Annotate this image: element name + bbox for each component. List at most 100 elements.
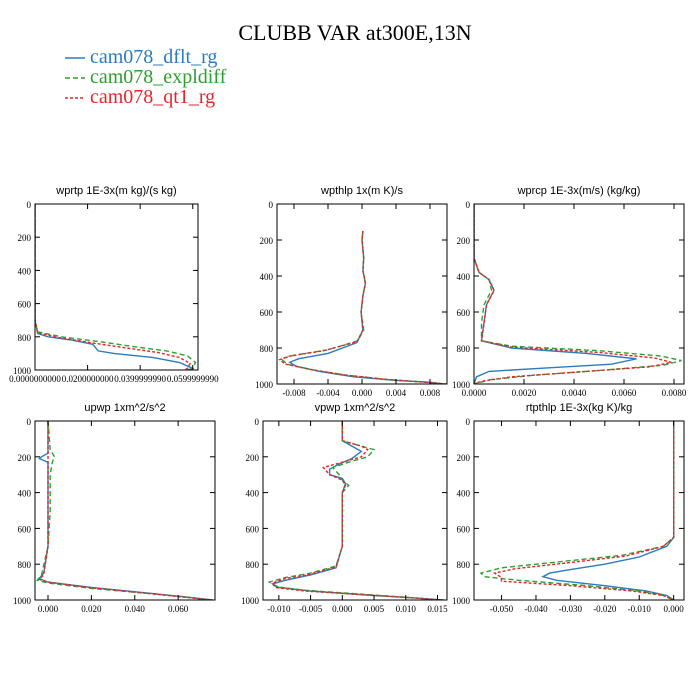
x-tick-label: 0.0080 — [662, 388, 687, 398]
y-tick-label: 400 — [18, 489, 32, 499]
series-line-cam078_expldiff — [267, 421, 438, 600]
series-line-cam078_dflt_rg — [270, 421, 444, 600]
y-tick-label: 1000 — [452, 380, 471, 390]
y-tick-label: 800 — [260, 344, 274, 354]
x-tick-label: 0.0000000000 — [9, 374, 61, 384]
y-tick-label: 800 — [18, 560, 32, 570]
panel-1: wpthlp 1x(m K)/s 0 200 400 600 800 1000 -0.008-… — [255, 185, 448, 398]
x-tick-label: 0.000 — [38, 604, 59, 614]
series-group — [479, 421, 675, 600]
panel-4: vpwp 1xm^2/s^2 0 200 400 600 800 1000 -0.010 -0.… — [241, 402, 448, 614]
x-tick-label: 0.008 — [420, 388, 441, 398]
x-tick-label: 0.060 — [168, 604, 189, 614]
y-tick-label: 400 — [457, 489, 471, 499]
y-tick-label: 0 — [466, 200, 471, 210]
legend: cam078_dflt_rg cam078_expldiff cam078_qt… — [65, 46, 227, 108]
legend-label-1: cam078_expldiff — [90, 66, 227, 88]
y-tick-label: 200 — [457, 453, 471, 463]
plot-frame — [34, 420, 216, 601]
x-tick-label: 0.0040 — [562, 388, 587, 398]
y-tick-label: 0 — [27, 200, 32, 210]
series-line-cam078_qt1_rg — [492, 421, 675, 600]
series-line-cam078_dflt_rg — [474, 204, 637, 384]
y-tick-label: 200 — [246, 453, 260, 463]
x-tick-label: 0.0200000000 — [62, 374, 114, 384]
legend-label-0: cam078_dflt_rg — [90, 46, 217, 68]
figure-title: CLUBB VAR at300E,13N — [238, 20, 471, 45]
series-group — [35, 421, 213, 600]
x-tick-label: 0.0000 — [462, 388, 487, 398]
x-tick-label: -0.010 — [628, 604, 652, 614]
series-line-cam078_expldiff — [35, 204, 197, 370]
plot-frame — [34, 203, 199, 371]
y-tick-label: 200 — [18, 453, 32, 463]
y-tick-label: 600 — [457, 308, 471, 318]
plot-frame — [473, 420, 685, 601]
y-tick-label: 800 — [18, 333, 32, 343]
y-tick-label: 400 — [457, 272, 471, 282]
x-tick-label: -0.040 — [524, 604, 548, 614]
plot-frame — [262, 420, 448, 601]
y-tick-label: 200 — [18, 233, 32, 243]
series-line-cam078_expldiff — [35, 421, 209, 600]
x-tick-label: 0.0060 — [612, 388, 637, 398]
y-tick-label: 400 — [260, 272, 274, 282]
series-line-cam078_qt1_rg — [278, 230, 447, 384]
y-tick-label: 600 — [457, 524, 471, 534]
x-tick-label: 0.0399999990 — [114, 374, 166, 384]
x-tick-label: -0.004 — [316, 388, 340, 398]
y-tick-label: 0 — [466, 417, 471, 427]
series-line-cam078_dflt_rg — [288, 230, 443, 384]
series-line-cam078_qt1_rg — [474, 204, 672, 384]
x-tick-label: 0.0020 — [512, 388, 537, 398]
x-tick-label: 0.010 — [396, 604, 417, 614]
x-tick-label: 0.000 — [664, 604, 685, 614]
x-tick-label: -0.050 — [490, 604, 514, 614]
y-tick-label: 0 — [269, 200, 274, 210]
y-tick-label: 0 — [255, 417, 260, 427]
y-tick-label: 800 — [457, 560, 471, 570]
panel-3: upwp 1xm^2/s^2 0 200 400 600 800 1000 0.000 0.02… — [13, 402, 216, 614]
x-tick-label: 0.0599999990 — [167, 374, 219, 384]
y-tick-label: 1000 — [13, 366, 32, 376]
y-tick-label: 600 — [260, 308, 274, 318]
x-tick-label: 0.000 — [332, 604, 353, 614]
series-line-cam078_qt1_rg — [35, 204, 192, 370]
series-group — [35, 204, 197, 370]
series-line-cam078_dflt_rg — [540, 421, 675, 600]
series-group — [474, 204, 682, 384]
y-tick-label: 1000 — [452, 596, 471, 606]
panel-title: wpthlp 1x(m K)/s — [320, 185, 403, 197]
panels: wprtp 1E-3x(m kg)/(s kg) 0 200 400 600 800 100… — [9, 185, 687, 614]
y-tick-label: 800 — [246, 560, 260, 570]
x-tick-label: -0.020 — [593, 604, 617, 614]
panel-title: wprcp 1E-3x(m/s) (kg/kg) — [517, 185, 641, 197]
y-tick-label: 400 — [246, 489, 260, 499]
panel-0: wprtp 1E-3x(m kg)/(s kg) 0 200 400 600 800 100… — [9, 185, 219, 384]
series-group — [267, 421, 444, 600]
y-tick-label: 200 — [260, 236, 274, 246]
panel-5: rtpthlp 1E-3x(kg K)/kg 0 200 400 600 800 1000 -… — [452, 402, 685, 614]
x-tick-label: 0.005 — [364, 604, 385, 614]
x-tick-label: 0.000 — [352, 388, 373, 398]
panel-2: wprcp 1E-3x(m/s) (kg/kg) 0 200 400 600 800 100… — [452, 185, 687, 398]
y-tick-label: 400 — [18, 266, 32, 276]
y-tick-label: 1000 — [13, 596, 32, 606]
x-tick-label: -0.030 — [559, 604, 583, 614]
y-tick-label: 200 — [457, 236, 471, 246]
x-tick-label: -0.005 — [299, 604, 323, 614]
series-line-cam078_qt1_rg — [37, 421, 211, 600]
y-tick-label: 1000 — [255, 380, 274, 390]
series-line-cam078_qt1_rg — [271, 421, 441, 600]
y-tick-label: 600 — [18, 300, 32, 310]
panel-title: vpwp 1xm^2/s^2 — [315, 402, 396, 414]
plot-frame — [473, 203, 685, 385]
x-tick-label: 0.040 — [125, 604, 146, 614]
legend-label-2: cam078_qt1_rg — [90, 86, 215, 108]
panel-title: wprtp 1E-3x(m kg)/(s kg) — [55, 185, 176, 197]
plot-frame — [276, 203, 448, 385]
x-tick-label: 0.020 — [81, 604, 102, 614]
series-line-cam078_expldiff — [479, 421, 675, 600]
x-tick-label: 0.015 — [427, 604, 448, 614]
y-tick-label: 1000 — [241, 596, 260, 606]
